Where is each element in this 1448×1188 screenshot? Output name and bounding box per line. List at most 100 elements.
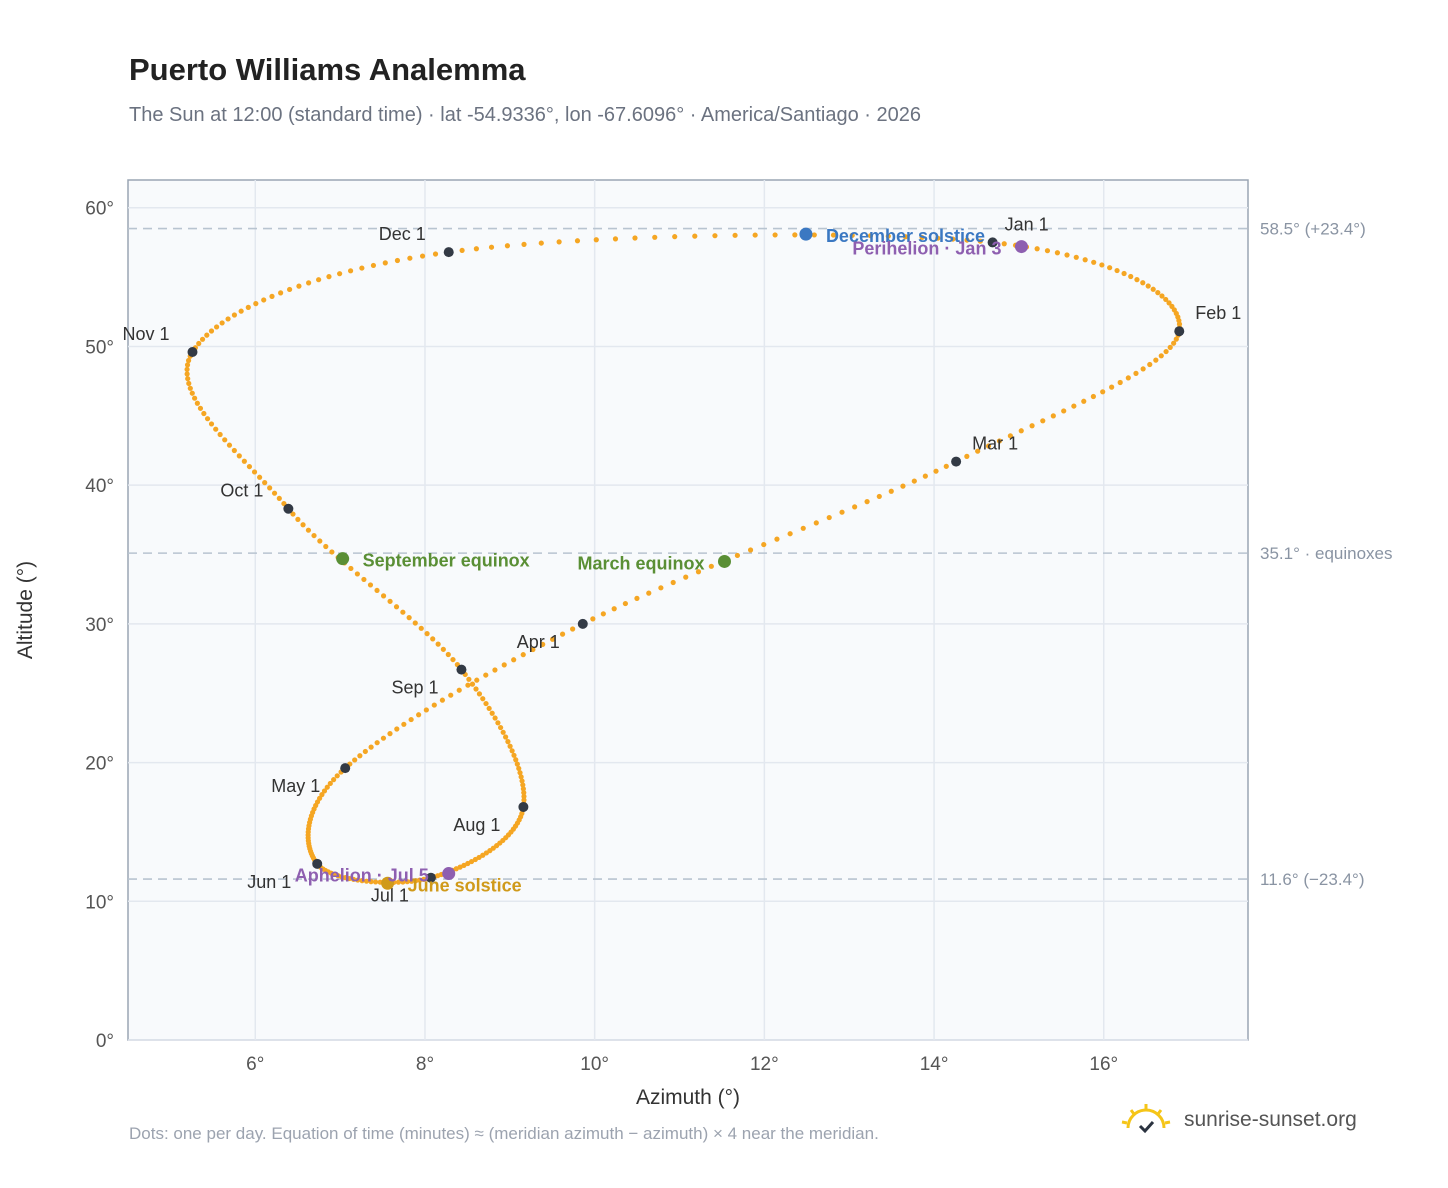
daily-sun-dot	[813, 520, 819, 526]
daily-sun-dot	[246, 463, 253, 470]
daily-sun-dot	[459, 247, 465, 254]
daily-sun-dot	[225, 316, 231, 322]
daily-sun-dot	[287, 286, 293, 293]
daily-sun-dot	[519, 778, 525, 784]
daily-sun-dot	[226, 442, 233, 448]
daily-sun-dot	[267, 485, 273, 491]
daily-sun-dot	[317, 538, 323, 544]
daily-sun-dot	[1173, 336, 1179, 342]
daily-sun-dot	[590, 616, 596, 622]
daily-sun-dot	[262, 480, 268, 486]
daily-sun-dot	[278, 290, 284, 296]
daily-sun-dot	[732, 232, 738, 238]
chart-title: Puerto Williams Analemma	[129, 52, 526, 87]
daily-sun-dot	[509, 748, 515, 754]
daily-sun-dot	[695, 569, 702, 575]
daily-sun-dot	[439, 697, 446, 703]
daily-sun-dot	[435, 641, 441, 647]
daily-sun-dot	[473, 246, 479, 252]
daily-sun-dot	[329, 549, 335, 555]
daily-sun-dot	[305, 527, 312, 533]
daily-sun-dot	[466, 676, 472, 682]
daily-sun-dot	[269, 293, 275, 299]
daily-sun-dot	[473, 686, 479, 692]
daily-sun-dot	[492, 715, 498, 721]
daily-sun-dot	[1171, 340, 1177, 346]
daily-sun-dot	[514, 761, 520, 767]
daily-sun-dot	[357, 753, 363, 759]
chart-subtitle: The Sun at 12:00 (standard time) · lat -…	[129, 104, 922, 126]
axis-ticks: 6° 8° 10° 12° 14° 16° 0° 10° 20° 30° 40° 50° 60°	[85, 199, 1118, 1075]
daily-sun-dot	[1158, 353, 1164, 359]
daily-sun-dot	[423, 707, 429, 713]
daily-sun-dot	[1155, 290, 1161, 296]
daily-sun-dot	[368, 879, 374, 885]
daily-sun-dot	[593, 237, 599, 243]
daily-sun-dot	[521, 797, 527, 803]
month-marker	[312, 858, 323, 869]
daily-sun-dot	[199, 336, 206, 342]
daily-sun-dot	[238, 308, 244, 314]
event-label: Aphelion · Jul 5	[295, 866, 429, 886]
daily-sun-dot	[1018, 428, 1024, 434]
month-label: Jul 1	[371, 886, 409, 906]
daily-sun-dot	[1150, 286, 1156, 292]
daily-sun-dot	[448, 692, 454, 698]
daily-sun-dot	[363, 878, 370, 884]
month-label: Aug 1	[453, 815, 500, 835]
daily-sun-dot	[1114, 267, 1120, 274]
daily-sun-dot	[213, 324, 220, 330]
daily-sun-dot	[1054, 250, 1061, 256]
daily-sun-dot	[184, 362, 191, 368]
month-label: Jan 1	[1005, 214, 1049, 234]
daily-sun-dot	[1153, 357, 1159, 363]
daily-sun-dot	[197, 405, 204, 411]
daily-sun-dot	[374, 587, 380, 594]
daily-sun-dot	[394, 257, 401, 264]
daily-sun-dot	[408, 716, 414, 723]
month-marker	[577, 618, 588, 629]
daily-sun-dot	[395, 879, 402, 885]
daily-sun-dot	[316, 277, 322, 283]
daily-sun-dot	[511, 752, 517, 758]
daily-sun-dot	[416, 712, 422, 718]
x-tick-label: 8°	[416, 1054, 434, 1075]
daily-sun-dot	[380, 735, 387, 741]
daily-sun-dot	[213, 426, 219, 432]
x-axis-title: Azimuth (°)	[636, 1086, 740, 1109]
daily-sun-dot	[382, 260, 388, 266]
daily-sun-dot	[204, 416, 211, 422]
daily-sun-dot	[504, 243, 511, 249]
daily-sun-dot	[1109, 384, 1115, 390]
daily-sun-dot	[348, 565, 354, 572]
daily-sun-dot	[261, 297, 267, 303]
reference-lines: 58.5° (+23.4°) 35.1° · equinoxes 11.6° (−2…	[128, 220, 1393, 889]
daily-sun-dot	[1090, 393, 1096, 400]
daily-sun-dot	[521, 790, 527, 796]
daily-sun-dot	[372, 879, 379, 885]
daily-sun-dot	[331, 777, 337, 783]
daily-sun-dot	[406, 615, 412, 621]
daily-sun-dot	[943, 463, 949, 469]
daily-sun-dot	[300, 522, 306, 528]
daily-sun-dot	[761, 541, 767, 548]
daily-sun-dot	[1029, 423, 1035, 429]
daily-sun-dot	[432, 251, 439, 257]
daily-sun-dot	[374, 740, 380, 746]
event-label: December solstice	[826, 226, 985, 246]
daily-sun-dot	[1163, 348, 1169, 355]
daily-sun-dot	[387, 731, 393, 737]
daily-sun-dot	[424, 631, 430, 637]
daily-sun-dot	[540, 641, 546, 647]
daily-sun-dot	[708, 563, 714, 569]
daily-sun-dot	[189, 390, 195, 396]
brand[interactable]: sunrise-sunset.org	[1120, 1102, 1357, 1138]
daily-sun-dot	[222, 437, 228, 443]
month-marker	[456, 664, 467, 675]
daily-sun-dot	[359, 265, 365, 271]
daily-sun-dot	[245, 304, 251, 310]
daily-sun-dot	[337, 271, 343, 277]
daily-sun-dot	[347, 268, 354, 274]
daily-sun-dot	[772, 232, 778, 238]
